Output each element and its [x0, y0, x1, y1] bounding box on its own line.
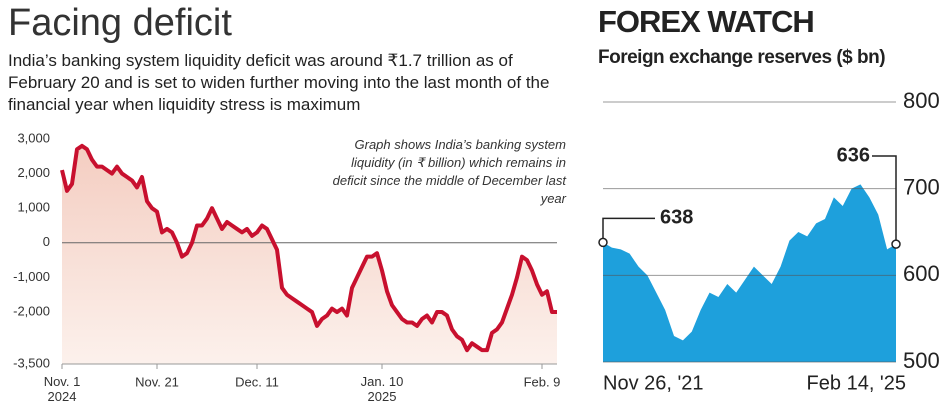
x-tick-label: Feb. 9: [524, 374, 561, 389]
y-tick-label: 3,000: [17, 130, 50, 145]
value-label: 636: [837, 144, 870, 166]
subtitle: Foreign exchange reserves ($ bn): [598, 47, 886, 68]
y-tick-label: 700: [903, 174, 940, 199]
y-tick-label: 800: [903, 88, 940, 113]
x-tick-label: Feb 14, '25: [807, 372, 906, 394]
chart-title: Facing deficit: [8, 2, 232, 44]
y-tick-label: 500: [903, 348, 940, 373]
leader-line: [872, 155, 897, 245]
x-tick-label: Nov 26, '21: [603, 372, 704, 394]
chart-title: FOREX WATCH: [598, 4, 815, 39]
x-tick-label: Nov. 21: [135, 374, 179, 389]
x-tick-label: Nov. 1 2024: [44, 374, 81, 404]
y-tick-label: 2,000: [17, 165, 50, 180]
y-tick-label: -2,000: [13, 303, 50, 318]
area: [603, 184, 896, 362]
area: [62, 145, 557, 364]
end-point: [598, 237, 608, 248]
value-label: 638: [660, 207, 693, 229]
y-tick-label: -3,500: [13, 355, 50, 370]
y-tick-label: 1,000: [17, 200, 50, 215]
y-tick-label: 600: [903, 261, 940, 286]
annotation: Graph shows India’s banking system liqui…: [332, 137, 566, 206]
line: [60, 143, 557, 353]
end-point: [891, 239, 901, 249]
x-tick-label: Dec. 11: [235, 374, 279, 389]
leader-line: [602, 217, 655, 243]
y-tick-label: -1,000: [13, 269, 50, 284]
subtitle: India’s banking system liquidity deficit…: [8, 51, 550, 114]
y-tick-label: 0: [43, 234, 50, 249]
x-tick-label: Jan. 10 2025: [361, 374, 404, 404]
